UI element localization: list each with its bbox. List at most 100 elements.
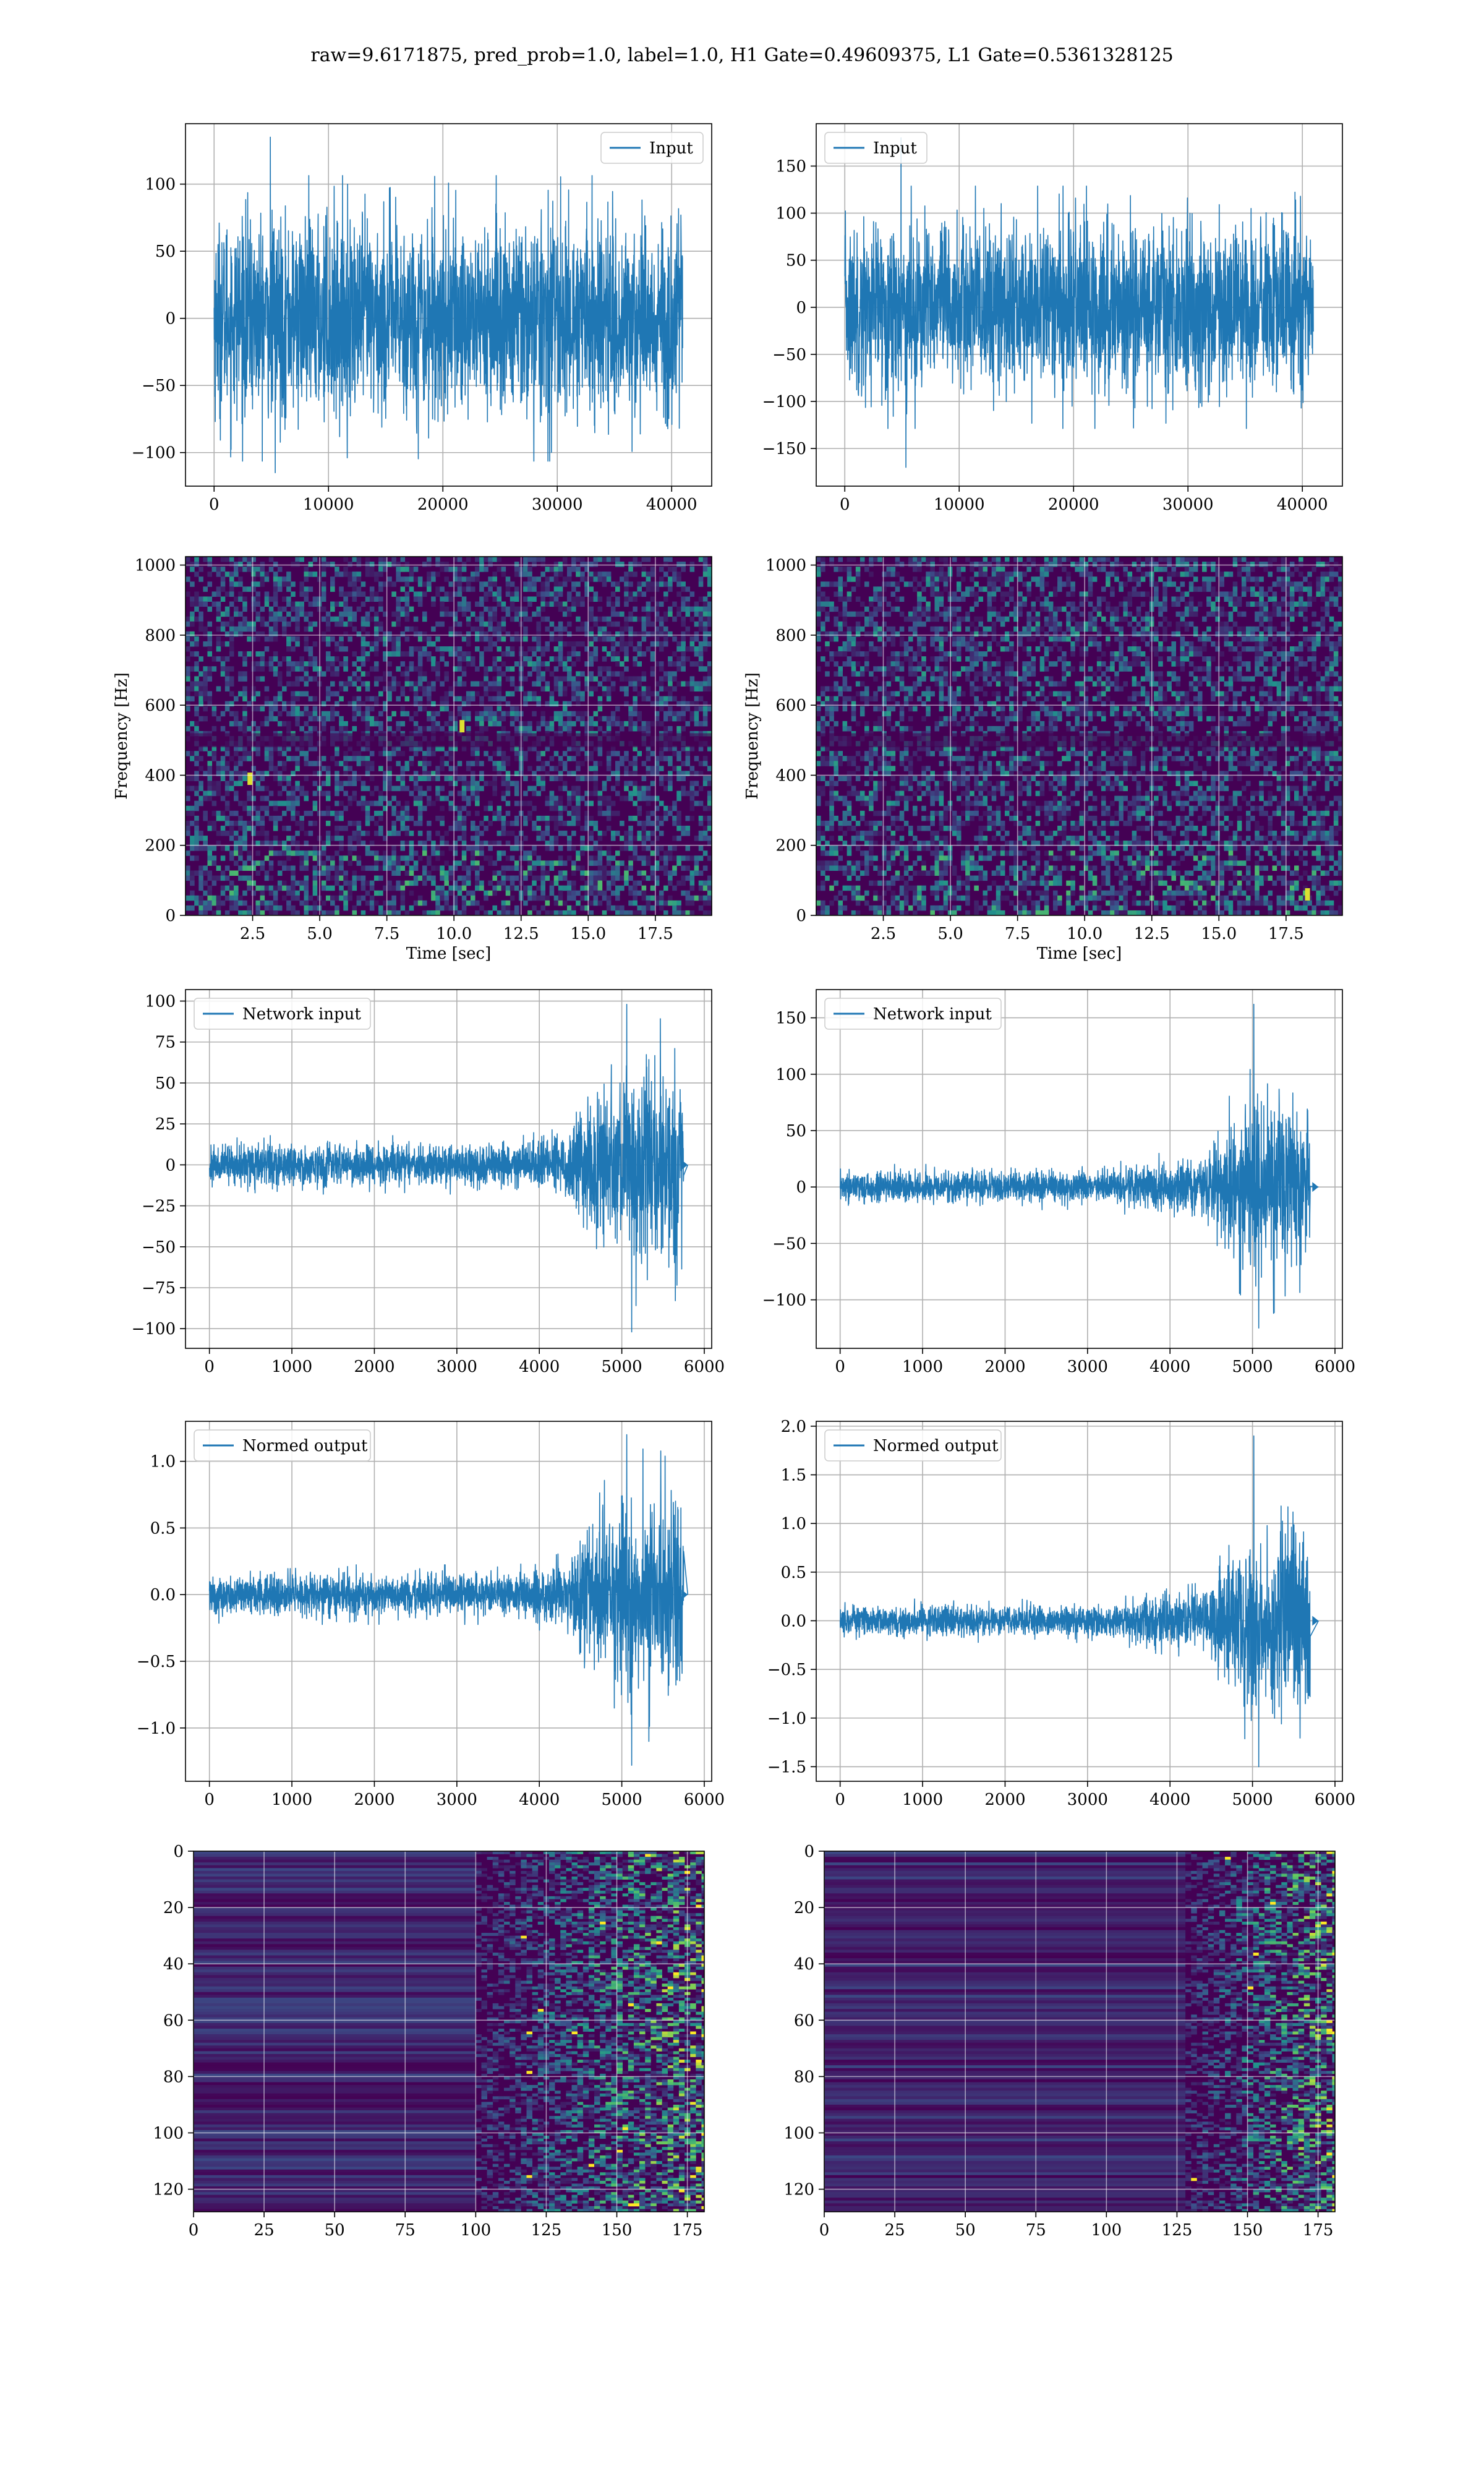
heatmap-cell	[479, 865, 484, 871]
heatmap-cell	[444, 880, 449, 886]
heatmap-cell	[566, 771, 572, 776]
heatmap-cell	[702, 611, 708, 617]
heatmap-cell	[540, 661, 546, 667]
heatmap-cell	[422, 900, 427, 906]
heatmap-cell	[356, 895, 362, 901]
heatmap-cell	[484, 567, 488, 572]
heatmap-cell	[659, 581, 664, 587]
heatmap-cell	[417, 841, 423, 846]
heatmap-cell	[492, 696, 498, 702]
heatmap-cell	[877, 626, 882, 632]
heatmap-cell	[659, 855, 664, 861]
heatmap-cell	[584, 726, 589, 732]
heatmap-cell	[440, 596, 445, 602]
y-tick-label: −100	[762, 393, 806, 411]
heatmap-cell	[216, 905, 221, 911]
heatmap-cell	[505, 855, 511, 861]
heatmap-cell	[681, 651, 686, 657]
heatmap-cell	[624, 701, 629, 707]
heatmap-cell	[497, 646, 502, 652]
heatmap-cell	[540, 562, 546, 567]
heatmap-cell	[641, 895, 647, 901]
heatmap-cell	[869, 766, 874, 771]
heatmap-cell	[369, 596, 375, 602]
heatmap-cell	[273, 651, 278, 657]
heatmap-cell	[440, 841, 445, 846]
heatmap-cell	[698, 576, 704, 582]
heatmap-cell	[497, 596, 502, 602]
heatmap-cell	[497, 885, 502, 891]
heatmap-cell	[383, 746, 388, 751]
heatmap-cell	[352, 696, 357, 702]
heatmap-cell	[238, 611, 243, 617]
heatmap-cell	[431, 721, 436, 727]
heatmap-cell	[356, 631, 362, 637]
heatmap-cell	[461, 696, 467, 702]
heatmap-cell	[650, 820, 655, 826]
heatmap-cell	[566, 606, 572, 612]
heatmap-cell	[540, 766, 546, 771]
heatmap-cell	[540, 596, 546, 602]
heatmap-cell	[325, 666, 331, 672]
heatmap-cell	[497, 721, 502, 727]
heatmap-cell	[373, 596, 379, 602]
heatmap-cell	[470, 761, 475, 766]
heatmap-cell	[211, 826, 217, 831]
heatmap-cell	[580, 761, 585, 766]
heatmap-cell	[242, 831, 247, 836]
heatmap-cell	[698, 581, 704, 587]
heatmap-cell	[593, 890, 599, 896]
heatmap-cell	[597, 696, 603, 702]
x-tick-label: 20000	[1048, 495, 1099, 514]
heatmap-cell	[654, 826, 660, 831]
heatmap-cell	[589, 626, 594, 632]
heatmap-cell	[286, 576, 291, 582]
heatmap-cell	[383, 611, 388, 617]
heatmap-cell	[383, 885, 388, 891]
heatmap-cell	[277, 586, 283, 592]
heatmap-cell	[335, 711, 339, 717]
heatmap-cell	[295, 621, 300, 627]
heatmap-cell	[352, 726, 357, 732]
heatmap-cell	[620, 671, 625, 677]
heatmap-cell	[654, 711, 660, 717]
heatmap-cell	[396, 751, 401, 756]
heatmap-cell	[440, 701, 445, 707]
heatmap-cell	[606, 691, 612, 697]
heatmap-cell	[825, 781, 830, 787]
heatmap-cell	[527, 576, 532, 582]
heatmap-cell	[641, 836, 647, 841]
heatmap-cell	[247, 865, 252, 871]
heatmap-cell	[842, 681, 848, 687]
heatmap-cell	[190, 696, 195, 702]
heatmap-cell	[562, 711, 568, 717]
heatmap-cell	[571, 681, 576, 687]
heatmap-cell	[391, 885, 396, 891]
heatmap-cell	[540, 601, 546, 607]
heatmap-cell	[602, 895, 607, 901]
heatmap-cell	[234, 845, 239, 851]
heatmap-cell	[615, 810, 620, 816]
heatmap-cell	[295, 721, 300, 727]
heatmap-cell	[251, 865, 256, 871]
heatmap-cell	[681, 606, 686, 612]
heatmap-cell	[453, 860, 458, 866]
heatmap-cell	[685, 611, 691, 617]
heatmap-cell	[255, 636, 261, 642]
heatmap-cell	[304, 676, 309, 682]
heatmap-cell	[400, 900, 406, 906]
heatmap-cell	[615, 910, 620, 915]
heatmap-cell	[633, 686, 638, 691]
heatmap-cell	[523, 661, 528, 667]
heatmap-cell	[825, 631, 830, 637]
heatmap-cell	[273, 771, 278, 776]
heatmap-cell	[851, 785, 856, 792]
heatmap-cell	[633, 646, 638, 652]
heatmap-cell	[453, 581, 458, 587]
heatmap-cell	[238, 895, 243, 901]
heatmap-cell	[417, 636, 423, 642]
heatmap-cell	[325, 716, 331, 722]
heatmap-cell	[615, 721, 620, 727]
heatmap-cell	[606, 900, 612, 906]
heatmap-cell	[435, 890, 440, 896]
